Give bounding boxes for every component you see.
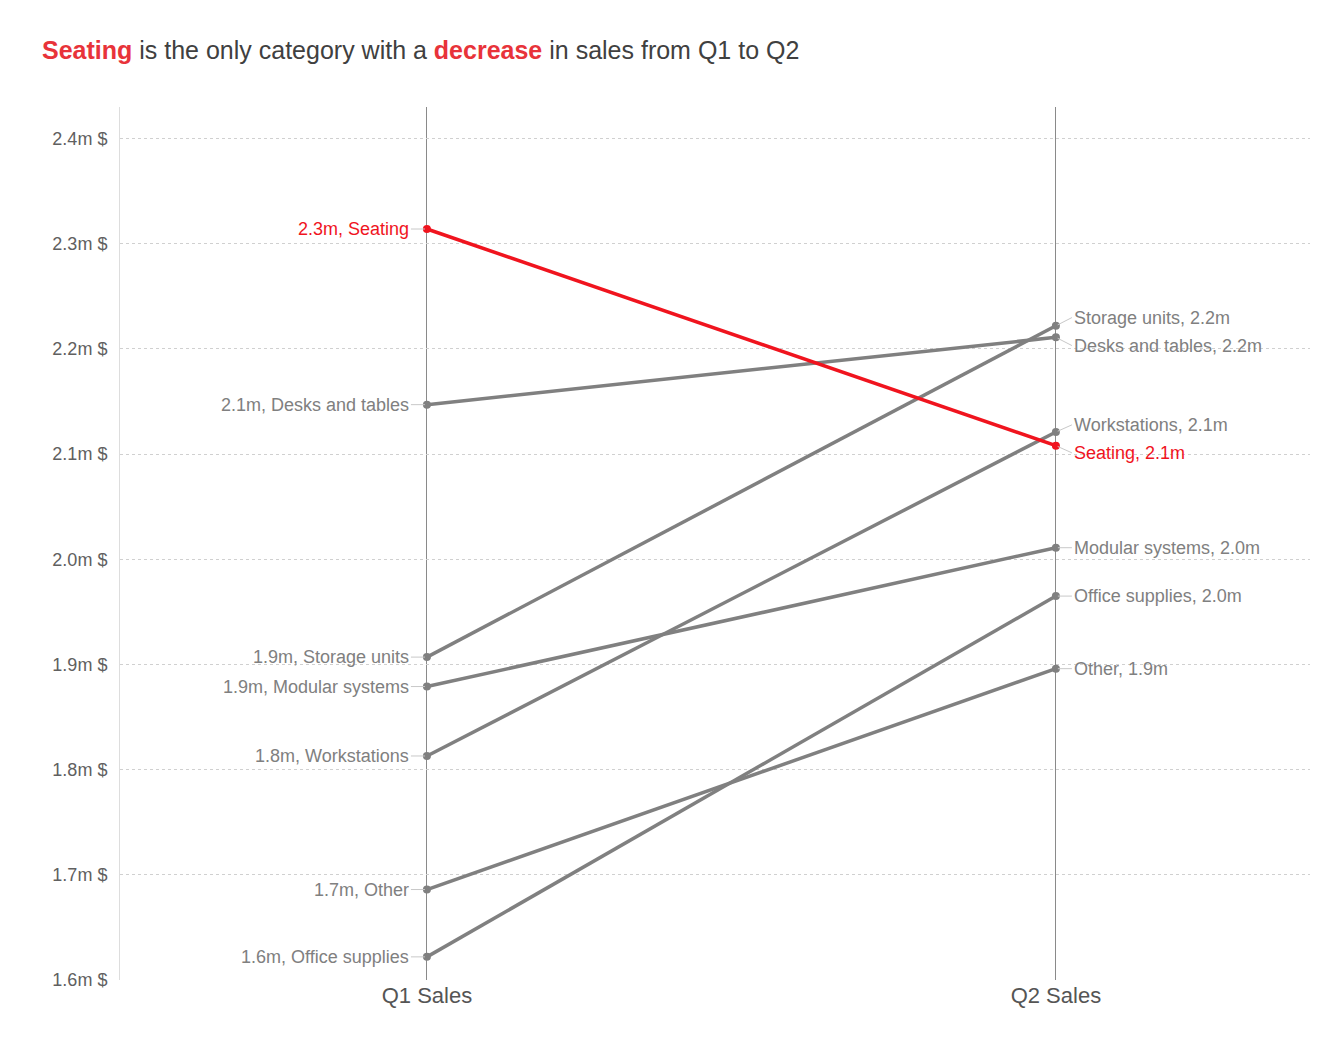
svg-text:Desks and tables, 2.2m: Desks and tables, 2.2m: [1074, 336, 1262, 356]
svg-text:Modular systems, 2.0m: Modular systems, 2.0m: [1074, 538, 1260, 558]
svg-text:Seating is the only category w: Seating is the only category with a decr…: [42, 36, 799, 64]
svg-text:2.1m $: 2.1m $: [52, 444, 107, 464]
svg-text:1.6m $: 1.6m $: [52, 970, 107, 990]
svg-text:Q2 Sales: Q2 Sales: [1011, 983, 1102, 1008]
svg-text:Workstations, 2.1m: Workstations, 2.1m: [1074, 415, 1228, 435]
svg-text:Seating, 2.1m: Seating, 2.1m: [1074, 443, 1185, 463]
svg-text:1.9m, Modular systems: 1.9m, Modular systems: [223, 677, 409, 697]
svg-text:1.8m $: 1.8m $: [52, 760, 107, 780]
svg-text:2.3m $: 2.3m $: [52, 234, 107, 254]
svg-text:Office supplies, 2.0m: Office supplies, 2.0m: [1074, 586, 1242, 606]
svg-text:1.8m, Workstations: 1.8m, Workstations: [255, 746, 409, 766]
svg-text:1.7m $: 1.7m $: [52, 865, 107, 885]
svg-text:1.6m, Office supplies: 1.6m, Office supplies: [241, 947, 409, 967]
svg-text:2.0m $: 2.0m $: [52, 550, 107, 570]
svg-text:1.9m $: 1.9m $: [52, 655, 107, 675]
svg-text:2.3m, Seating: 2.3m, Seating: [298, 219, 409, 239]
svg-text:Q1 Sales: Q1 Sales: [382, 983, 473, 1008]
svg-text:Other, 1.9m: Other, 1.9m: [1074, 659, 1168, 679]
svg-text:2.4m $: 2.4m $: [52, 129, 107, 149]
svg-text:Storage units, 2.2m: Storage units, 2.2m: [1074, 308, 1230, 328]
svg-text:1.7m, Other: 1.7m, Other: [314, 880, 409, 900]
svg-text:1.9m, Storage units: 1.9m, Storage units: [253, 647, 409, 667]
svg-text:2.2m $: 2.2m $: [52, 339, 107, 359]
svg-text:2.1m, Desks and tables: 2.1m, Desks and tables: [221, 395, 409, 415]
